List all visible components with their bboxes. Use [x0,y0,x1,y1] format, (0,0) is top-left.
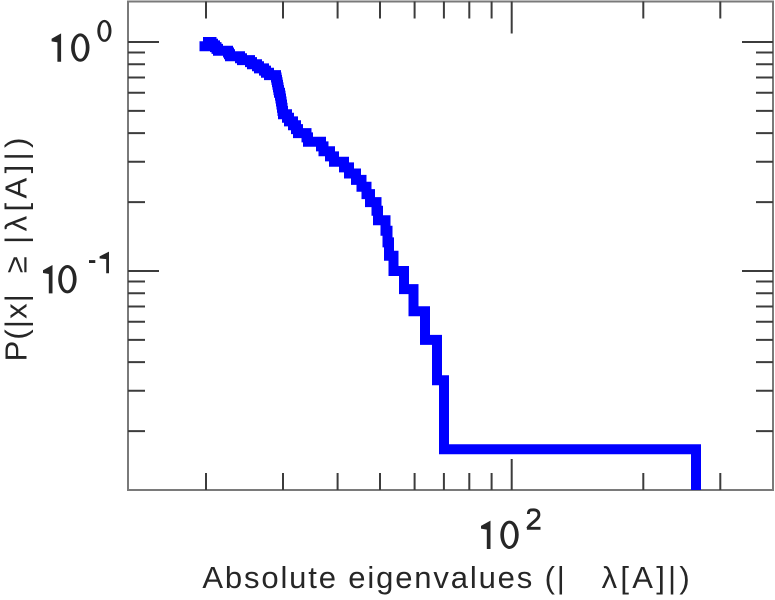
svg-text:P(|x|≥|λ[A]|): P(|x|≥|λ[A]|) [0,133,34,361]
svg-text:Absolute eigenvalues (|λ[A]|): Absolute eigenvalues (| λ[A]|) [202,560,693,595]
